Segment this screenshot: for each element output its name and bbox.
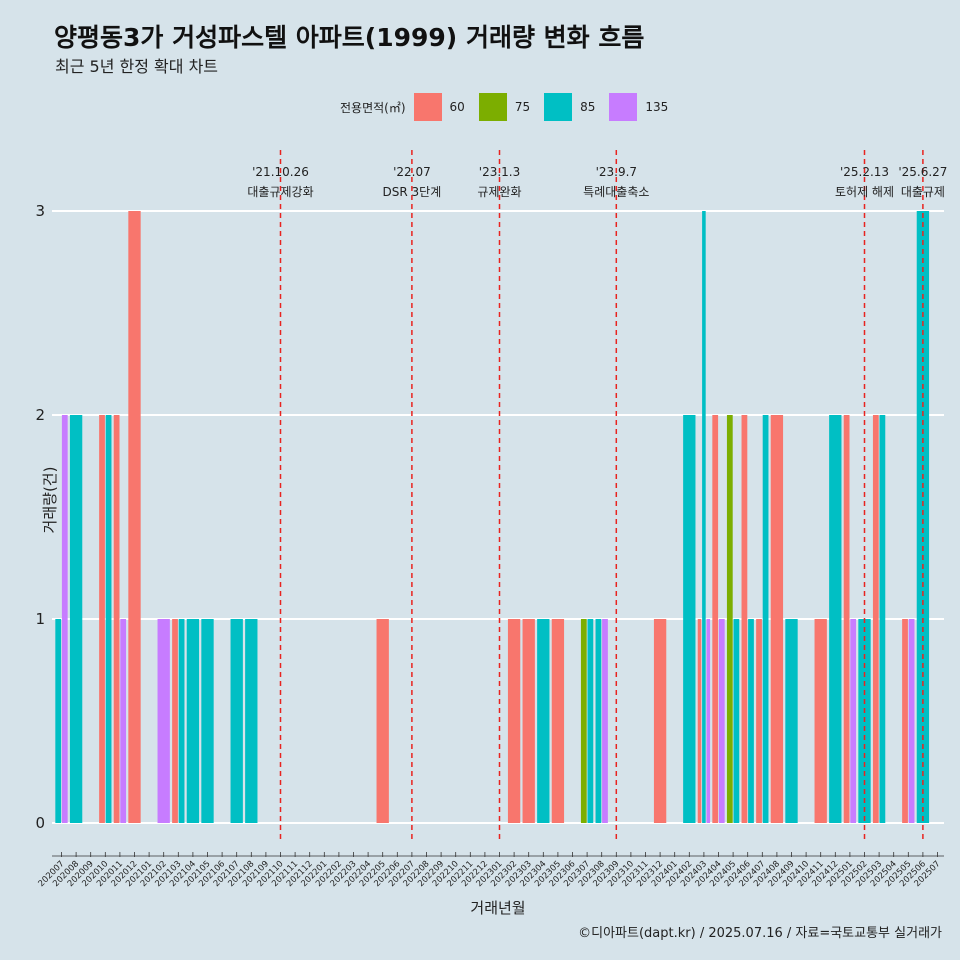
event-date-1: '22.07 bbox=[393, 165, 431, 179]
x-axis-label: 거래년월 bbox=[470, 899, 526, 917]
legend-title: 전용면적(㎡) bbox=[340, 100, 406, 115]
bar-60-202010 bbox=[99, 415, 105, 823]
legend-swatch-135 bbox=[609, 93, 638, 121]
bar-60-202406 bbox=[741, 415, 748, 823]
bar-135-202102 bbox=[157, 619, 170, 823]
bar-85-202506 bbox=[916, 211, 930, 823]
bar-60-202403 bbox=[697, 619, 702, 823]
bar-85-202307 bbox=[587, 619, 594, 823]
bar-135-202501 bbox=[850, 619, 857, 823]
legend-label-85: 85 bbox=[580, 100, 596, 114]
legend-label-135: 135 bbox=[645, 100, 669, 114]
bar-60-202404 bbox=[712, 415, 719, 823]
chart-title: 양평동3가 거성파스텔 아파트(1999) 거래량 변화 흐름 bbox=[54, 23, 645, 52]
y-tick-label-2: 2 bbox=[35, 406, 45, 424]
y-tick-label-0: 0 bbox=[35, 814, 45, 832]
bar-85-202010 bbox=[105, 415, 112, 823]
legend-item-75: 75 bbox=[478, 93, 531, 121]
bar-85-202007 bbox=[55, 619, 62, 823]
y-tick-label-3: 3 bbox=[35, 202, 45, 220]
legend-item-135: 135 bbox=[609, 93, 668, 121]
bar-60-202205 bbox=[376, 619, 389, 823]
bar-135-202308 bbox=[602, 619, 608, 823]
bar-75-202405 bbox=[726, 415, 733, 823]
bar-135-202011 bbox=[120, 619, 127, 823]
y-tick-label-1: 1 bbox=[35, 610, 45, 628]
bar-135-202404 bbox=[718, 619, 725, 823]
bar-85-202304 bbox=[537, 619, 550, 823]
event-label-4: 토허제 해제 bbox=[835, 185, 894, 199]
bar-85-202407 bbox=[762, 415, 769, 823]
bar-85-202105 bbox=[201, 619, 214, 823]
bar-60-202303 bbox=[522, 619, 535, 823]
bar-60-202501 bbox=[843, 415, 850, 823]
event-label-5: 대출규제 bbox=[901, 185, 945, 199]
bar-135-202505 bbox=[908, 619, 915, 823]
bar-75-202307 bbox=[580, 619, 587, 823]
bar-85-202503 bbox=[879, 415, 886, 823]
bar-135-202007 bbox=[61, 415, 68, 823]
event-date-2: '23.1.3 bbox=[479, 165, 520, 179]
source-caption: ©디아파트(dapt.kr) / 2025.07.16 / 자료=국토교통부 실… bbox=[578, 926, 942, 941]
event-label-3: 특례대출축소 bbox=[583, 185, 649, 199]
bar-85-202107 bbox=[230, 619, 243, 823]
bar-60-202503 bbox=[872, 415, 879, 823]
legend: 전용면적(㎡) 60 75 85 135 bbox=[340, 93, 682, 121]
bar-60-202505 bbox=[902, 619, 908, 823]
legend-item-85: 85 bbox=[544, 93, 595, 121]
bar-85-202108 bbox=[245, 619, 258, 823]
bar-85-202308 bbox=[595, 619, 602, 823]
legend-label-75: 75 bbox=[514, 100, 531, 114]
bar-60-202411 bbox=[814, 619, 827, 823]
bar-60-202408 bbox=[770, 415, 784, 823]
event-label-2: 규제완화 bbox=[477, 185, 521, 199]
bar-60-202302 bbox=[507, 619, 521, 823]
bar-60-202305 bbox=[551, 619, 565, 823]
legend-item-60: 60 bbox=[413, 93, 465, 121]
bar-135-202403 bbox=[706, 619, 711, 823]
bar-60-202407 bbox=[756, 619, 762, 823]
bar-60-202012 bbox=[128, 211, 141, 823]
chart-subtitle: 최근 5년 한정 확대 차트 bbox=[55, 57, 219, 76]
bar-85-202403 bbox=[702, 211, 706, 823]
event-label-0: 대출규제강화 bbox=[247, 185, 313, 199]
bar-85-202104 bbox=[186, 619, 200, 823]
bar-85-202008 bbox=[69, 415, 83, 823]
bar-60-202312 bbox=[653, 619, 667, 823]
bar-60-202103 bbox=[172, 619, 178, 823]
bar-85-202406 bbox=[748, 619, 754, 823]
legend-swatch-85 bbox=[544, 93, 573, 121]
legend-swatch-75 bbox=[478, 93, 507, 121]
legend-label-60: 60 bbox=[449, 100, 465, 114]
event-label-1: DSR 3단계 bbox=[383, 185, 442, 199]
event-date-5: '25.6.27 bbox=[898, 165, 947, 179]
bar-85-202409 bbox=[785, 619, 798, 823]
bar-85-202103 bbox=[178, 619, 185, 823]
bar-85-202405 bbox=[733, 619, 740, 823]
bar-60-202011 bbox=[113, 415, 120, 823]
event-date-3: '23.9.7 bbox=[596, 165, 637, 179]
event-date-4: '25.2.13 bbox=[840, 165, 889, 179]
legend-swatch-60 bbox=[413, 93, 442, 121]
bar-85-202412 bbox=[829, 415, 842, 823]
event-date-0: '21.10.26 bbox=[252, 165, 309, 179]
bar-85-202402 bbox=[683, 415, 696, 823]
